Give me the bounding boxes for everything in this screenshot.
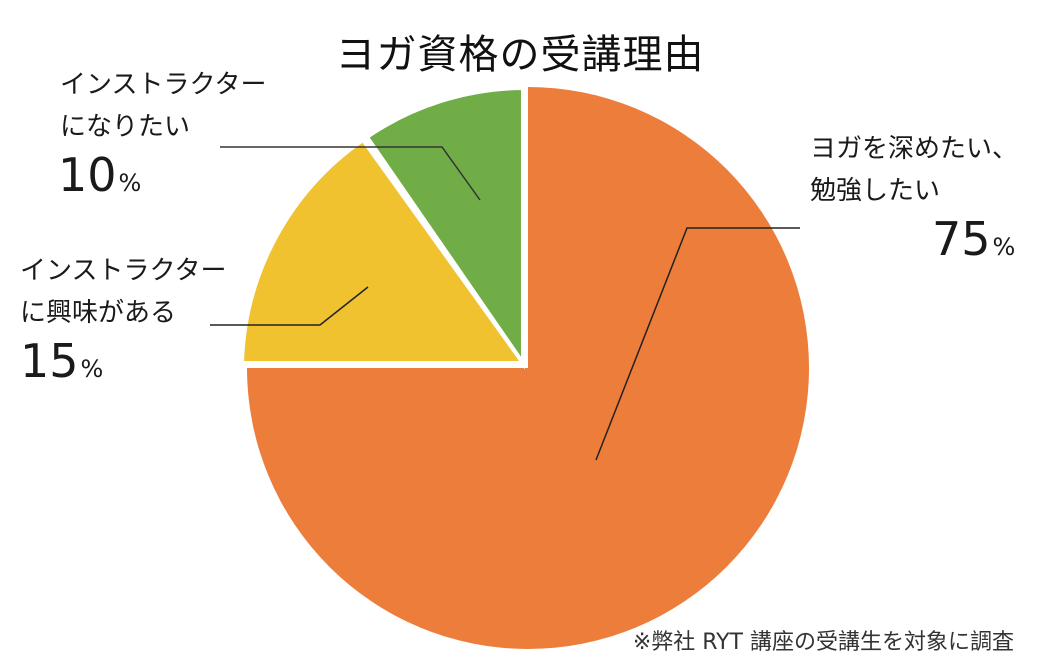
slice-deepen xyxy=(247,87,809,649)
label-become: インストラクター になりたい xyxy=(60,64,266,148)
label-deepen-line1: ヨガを深めたい、 xyxy=(810,134,1019,164)
leader-line-deepen xyxy=(595,227,800,461)
leader-line-interest xyxy=(210,286,369,326)
slice-become xyxy=(364,85,525,370)
label-deepen-line2: 勉強したい xyxy=(810,176,941,206)
pct-interest-value: 15 xyxy=(20,334,79,388)
pct-deepen-value: 75 xyxy=(932,212,991,266)
label-interest-line1: インストラクター xyxy=(20,256,227,286)
pct-deepen: 75% xyxy=(932,214,1015,272)
label-become-line2: になりたい xyxy=(60,112,191,142)
label-deepen: ヨガを深めたい、 勉強したい xyxy=(810,128,1018,212)
pct-symbol: % xyxy=(992,233,1016,261)
label-interest: インストラクター に興味がある xyxy=(20,250,226,334)
footnote: ※弊社 RYT 講座の受講生を対象に調査 xyxy=(632,630,1014,655)
pct-symbol: % xyxy=(80,355,104,383)
pct-interest: 15% xyxy=(20,336,103,394)
pct-become-value: 10 xyxy=(58,148,117,202)
label-become-line1: インストラクター xyxy=(60,70,267,100)
slice-interest xyxy=(239,137,527,365)
pct-become: 10% xyxy=(58,150,141,208)
chart-title: ヨガ資格の受講理由 xyxy=(335,32,705,78)
label-interest-line2: に興味がある xyxy=(20,298,177,328)
leader-line-become xyxy=(220,146,481,201)
pct-symbol: % xyxy=(118,169,142,197)
